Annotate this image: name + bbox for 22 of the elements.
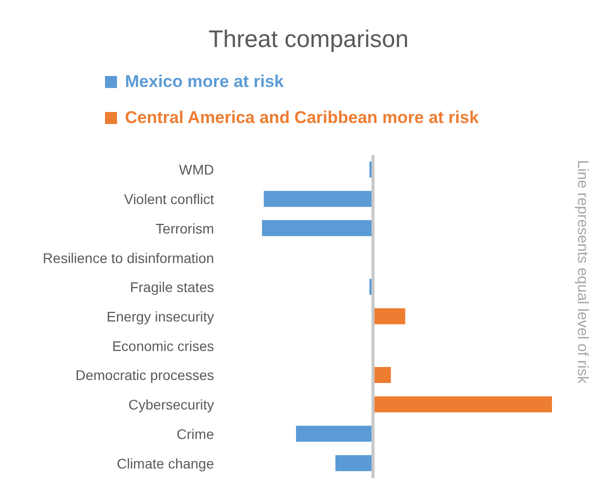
legend-label: Central America and Caribbean more at risk [125, 108, 479, 128]
bar [296, 426, 373, 442]
bar [262, 220, 373, 236]
y-tick-label: Democratic processes [76, 367, 214, 384]
y-tick-label: WMD [179, 162, 214, 178]
y-tick-label: Energy insecurity [106, 308, 214, 324]
y-tick-label: Fragile states [130, 279, 214, 296]
bar [372, 396, 552, 412]
y-tick-label: Economic crises [112, 338, 214, 354]
bar [372, 367, 391, 384]
y-tick-label: Resilience to disinformation [42, 250, 214, 266]
bar [335, 455, 373, 472]
bar [372, 308, 406, 324]
y-tick-label: Crime [176, 426, 214, 442]
chart-title: Threat comparison [207, 26, 410, 54]
y-tick-label: Climate change [116, 455, 214, 472]
y-tick-label: Terrorism [156, 220, 214, 236]
y-tick-label: Cybersecurity [128, 396, 214, 413]
y-tick-label: Violent conflict [124, 191, 214, 208]
legend-label: Mexico more at risk [125, 72, 284, 92]
bar [264, 190, 373, 207]
ref-line-label: Line represents equal level of risk [574, 160, 591, 384]
